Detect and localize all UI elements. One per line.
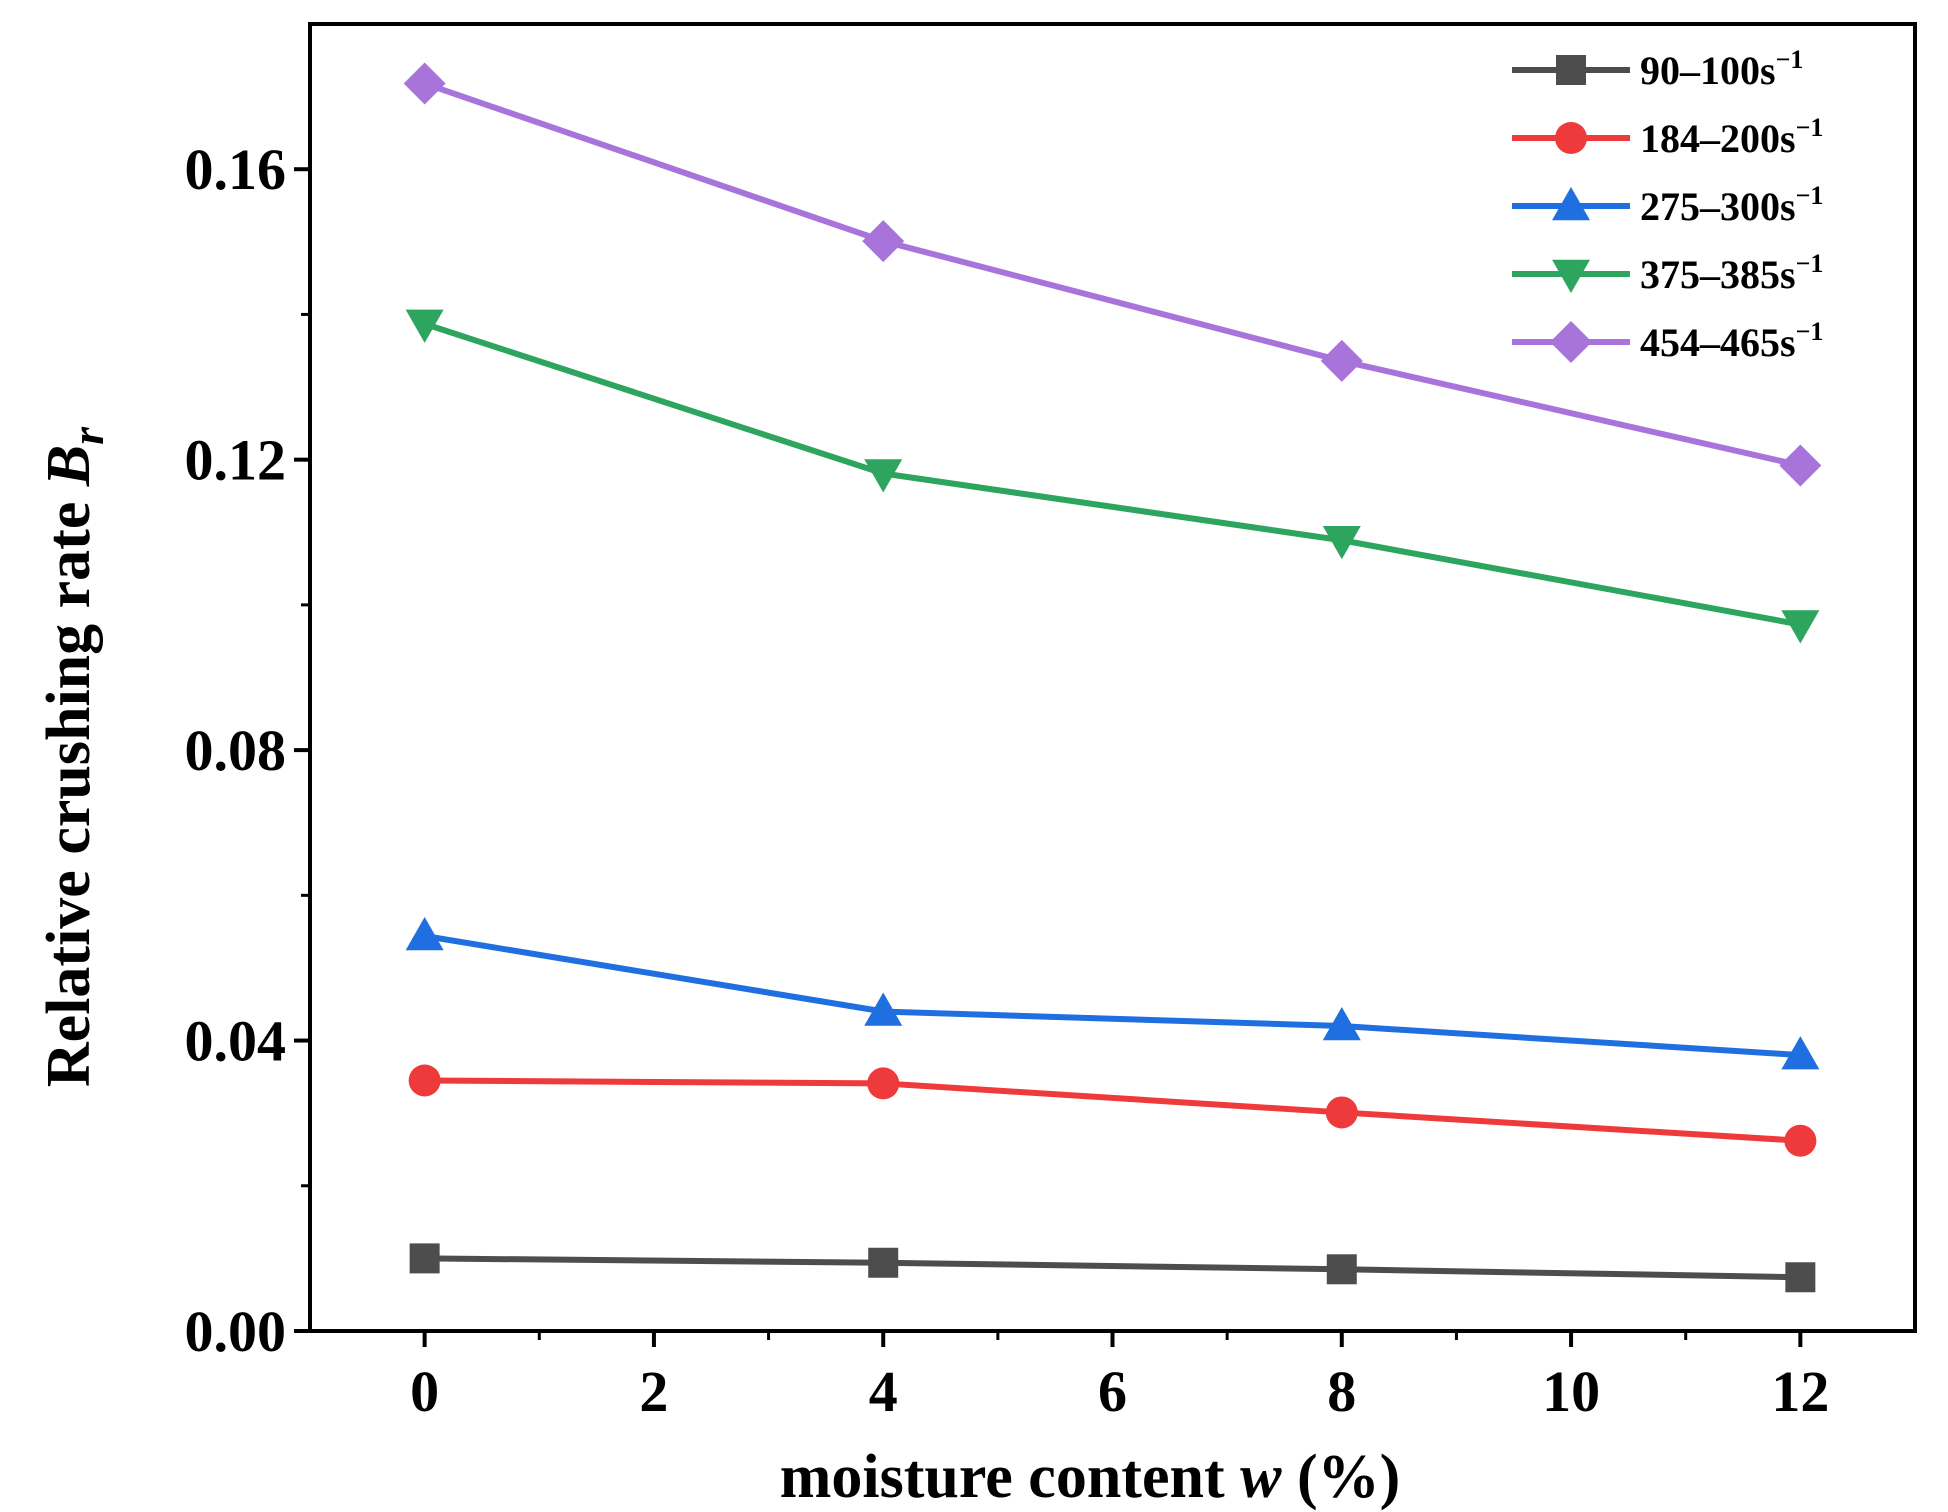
legend-item-2: 184–200s−1	[1512, 113, 1823, 161]
y-axis-subscript: r	[62, 426, 113, 445]
data-point	[864, 459, 903, 493]
y-tick-label: 0.08	[185, 718, 287, 783]
data-point	[403, 62, 446, 105]
data-point	[862, 220, 905, 263]
x-axis-label: moisture content	[780, 1443, 1225, 1511]
data-point	[409, 1243, 440, 1274]
data-point	[867, 1067, 900, 1100]
series-layer	[403, 62, 1822, 1293]
x-tick-label: 0	[410, 1359, 439, 1424]
legend-label-text: 275–300s	[1640, 184, 1796, 229]
legend-label-sup: −1	[1796, 317, 1824, 346]
legend-label-sup: −1	[1796, 249, 1824, 278]
data-point	[1781, 1036, 1820, 1070]
legend-marker	[1555, 122, 1587, 154]
x-axis-variable: w	[1240, 1443, 1282, 1511]
legend-label-sup: −1	[1796, 113, 1824, 142]
data-point	[1784, 1124, 1817, 1157]
legend-label: 90–100s−1	[1640, 45, 1803, 93]
data-point	[408, 1064, 441, 1097]
legend-label: 454–465s−1	[1640, 317, 1823, 365]
series-line	[424, 933, 1801, 1059]
series-1	[409, 1243, 1816, 1293]
data-point	[1320, 339, 1363, 382]
series-line	[424, 1255, 1801, 1281]
y-axis-title: Relative crushing rate Br	[35, 426, 113, 1087]
data-point	[1325, 1096, 1358, 1129]
legend-label: 275–300s−1	[1640, 181, 1823, 229]
y-tick-label: 0.00	[185, 1299, 287, 1364]
series-line	[423, 321, 1801, 628]
series-line	[423, 80, 1802, 469]
data-point	[864, 992, 903, 1026]
legend-marker	[1556, 55, 1586, 85]
x-tick-label: 12	[1771, 1359, 1829, 1424]
legend-marker	[1552, 259, 1590, 293]
data-point	[405, 916, 444, 951]
legend-label-sup: −1	[1796, 181, 1824, 210]
data-point	[1326, 1254, 1357, 1285]
legend-marker	[1552, 187, 1590, 221]
data-point	[868, 1247, 899, 1278]
data-point	[1322, 1007, 1361, 1041]
legend-label: 375–385s−1	[1640, 249, 1823, 297]
legend-marker	[1550, 321, 1592, 363]
legend-item-3: 275–300s−1	[1512, 181, 1823, 229]
y-tick-label: 0.04	[185, 1009, 287, 1074]
series-5	[403, 62, 1822, 487]
legend-item-5: 454–465s−1	[1512, 317, 1823, 365]
series-line	[424, 1077, 1801, 1144]
series-4	[405, 309, 1820, 644]
y-tick-label: 0.16	[185, 137, 287, 202]
data-point	[1779, 444, 1822, 487]
y-tick-label: 0.12	[185, 428, 287, 493]
x-tick-label: 4	[869, 1359, 898, 1424]
legend-item-4: 375–385s−1	[1512, 249, 1823, 297]
legend-label-text: 184–200s	[1640, 116, 1796, 161]
legend-label-text: 90–100s	[1640, 48, 1776, 93]
legend: 90–100s−1184–200s−1275–300s−1375–385s−14…	[1512, 45, 1823, 365]
x-tick-label: 8	[1327, 1359, 1356, 1424]
legend-label: 184–200s−1	[1640, 113, 1823, 161]
data-point	[405, 309, 444, 343]
x-tick-label: 6	[1098, 1359, 1127, 1424]
series-3	[405, 916, 1820, 1070]
x-tick-label: 2	[639, 1359, 668, 1424]
ticks-layer: 0 2 4 6 8 10 12 0.00 0.04 0.08 0.12 0.16	[185, 137, 1830, 1424]
legend-label-text: 454–465s	[1640, 320, 1796, 365]
data-point	[1322, 526, 1361, 560]
x-tick-label: 10	[1542, 1359, 1600, 1424]
data-point	[1785, 1262, 1816, 1293]
legend-label-text: 375–385s	[1640, 252, 1796, 297]
x-axis-unit: (%)	[1281, 1443, 1400, 1511]
data-point	[1781, 610, 1820, 644]
y-axis-variable: B	[35, 445, 103, 487]
x-axis-title: moisture content w (%)	[780, 1443, 1401, 1511]
series-2	[408, 1064, 1817, 1157]
legend-label-sup: −1	[1776, 45, 1804, 74]
legend-item-1: 90–100s−1	[1512, 45, 1803, 93]
y-axis-label: Relative crushing rate	[35, 502, 103, 1087]
